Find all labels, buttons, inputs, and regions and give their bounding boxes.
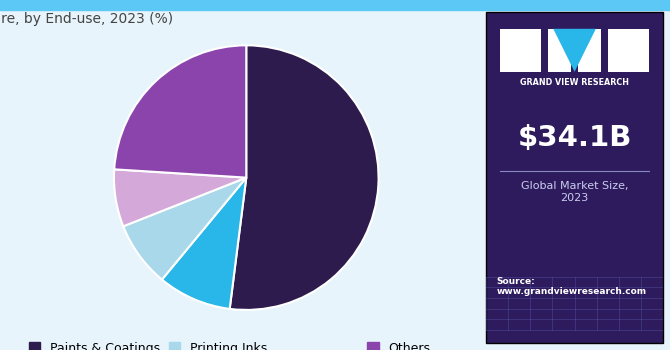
Wedge shape <box>162 178 247 309</box>
FancyBboxPatch shape <box>578 29 601 72</box>
Legend: Paints & Coatings, Pharmaceuticals, Printing Inks, Cosmetics & Personal Care, Ot: Paints & Coatings, Pharmaceuticals, Prin… <box>23 337 436 350</box>
FancyBboxPatch shape <box>608 29 649 72</box>
Wedge shape <box>114 169 247 226</box>
Wedge shape <box>114 45 247 178</box>
Text: Source:
www.grandviewresearch.com: Source: www.grandviewresearch.com <box>496 277 647 296</box>
Text: Global Market Size,
2023: Global Market Size, 2023 <box>521 181 628 203</box>
Wedge shape <box>123 178 247 280</box>
Text: Share, by End-use, 2023 (%): Share, by End-use, 2023 (%) <box>0 12 173 26</box>
Text: GRAND VIEW RESEARCH: GRAND VIEW RESEARCH <box>520 78 629 88</box>
FancyBboxPatch shape <box>500 29 541 72</box>
FancyBboxPatch shape <box>548 29 571 72</box>
FancyBboxPatch shape <box>486 12 663 343</box>
Wedge shape <box>230 45 379 310</box>
Polygon shape <box>553 29 596 72</box>
Text: $34.1B: $34.1B <box>517 124 632 152</box>
